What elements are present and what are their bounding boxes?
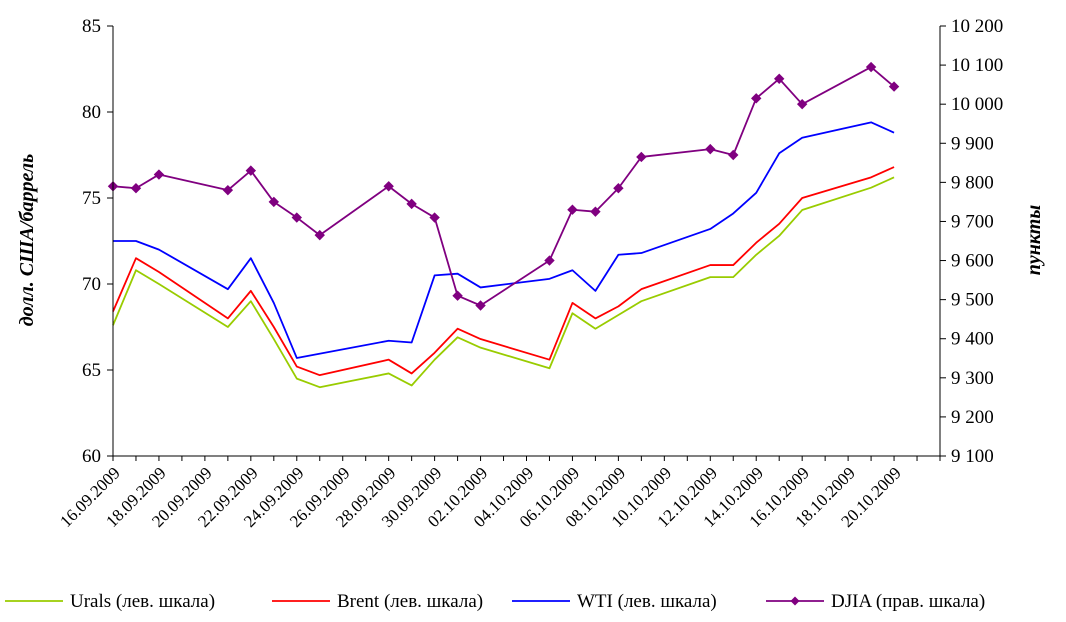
legend-item: Brent (лев. шкала) <box>272 591 483 612</box>
series-line <box>112 166 895 377</box>
data-point <box>475 300 486 311</box>
data-point <box>590 206 601 217</box>
y2-tick-label: 9 100 <box>951 446 994 467</box>
series-brent <box>112 166 895 377</box>
data-point <box>705 143 716 155</box>
legend-item: DJIA (прав. шкала) <box>766 591 985 612</box>
y2-tick-label: 10 100 <box>951 55 1003 76</box>
data-point <box>245 165 257 176</box>
data-point <box>268 196 280 208</box>
data-point <box>130 183 142 194</box>
y-tick-label: 85 <box>82 16 101 37</box>
data-point <box>452 290 463 301</box>
data-point <box>728 149 739 161</box>
y2-tick-label: 9 200 <box>951 407 994 428</box>
data-point <box>383 181 394 192</box>
y-tick-label: 75 <box>82 188 101 209</box>
y2-tick-label: 10 200 <box>951 16 1003 37</box>
series-wti <box>113 121 895 359</box>
data-point <box>888 81 900 92</box>
legend-label: WTI (лев. шкала) <box>577 591 717 612</box>
data-point <box>222 184 234 196</box>
y2-tick-label: 9 700 <box>951 211 994 232</box>
data-point <box>796 98 808 110</box>
data-point <box>291 212 302 223</box>
data-point <box>751 93 762 104</box>
legend-label: Brent (лев. шкала) <box>337 591 483 612</box>
y2-tick-label: 9 900 <box>951 133 994 154</box>
data-point <box>613 183 624 194</box>
data-point <box>314 229 325 241</box>
legend-label: Urals (лев. шкала) <box>70 591 215 612</box>
data-point <box>636 151 647 163</box>
y2-tick-label: 9 500 <box>951 290 994 311</box>
y2-tick-label: 9 400 <box>951 329 994 350</box>
y2-tick-label: 9 800 <box>951 172 994 193</box>
series-djia <box>107 61 900 311</box>
legend-item: Urals (лев. шкала) <box>5 591 215 612</box>
y-tick-label: 60 <box>82 446 101 467</box>
y-tick-label: 80 <box>82 102 101 123</box>
series-urals <box>112 176 895 389</box>
y-axis-title: долл. США/баррель <box>16 154 38 326</box>
data-point <box>544 255 555 266</box>
series-line <box>112 66 895 307</box>
data-point <box>429 212 440 223</box>
legend-item: WTI (лев. шкала) <box>512 591 717 612</box>
y2-tick-label: 9 300 <box>951 368 994 389</box>
y2-tick-label: 9 600 <box>951 251 994 272</box>
data-point <box>153 169 165 180</box>
data-point <box>773 73 785 84</box>
y-tick-label: 65 <box>82 360 101 381</box>
legend: Urals (лев. шкала) Brent (лев. шкала) WTI … <box>5 591 985 612</box>
data-point <box>406 198 417 210</box>
data-point <box>865 61 877 73</box>
series-line <box>112 176 895 389</box>
data-point <box>567 204 578 215</box>
series-layer <box>107 61 900 389</box>
y2-tick-label: 10 000 <box>951 94 1003 115</box>
y2-axis-title: пункты <box>1023 205 1045 276</box>
legend-label: DJIA (прав. шкала) <box>831 591 985 612</box>
y-tick-label: 70 <box>82 274 101 295</box>
legend-marker <box>790 596 800 606</box>
series-line <box>113 121 895 359</box>
